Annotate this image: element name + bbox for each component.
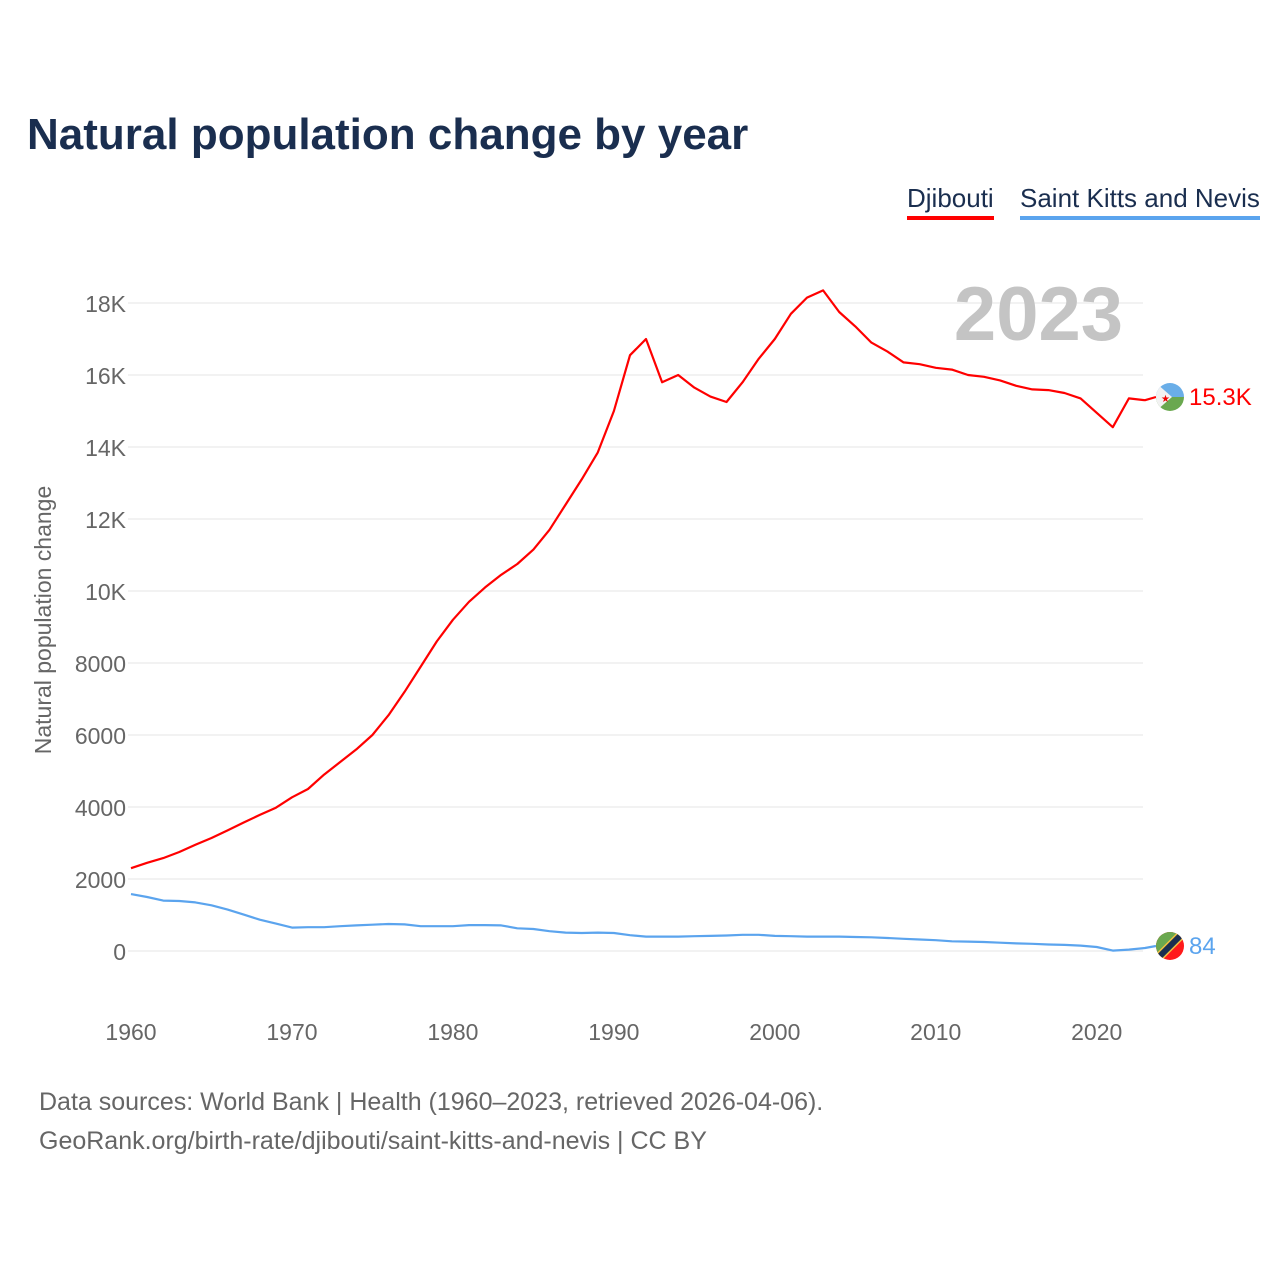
chart-title: Natural population change by year: [27, 110, 749, 159]
series-line-djibouti: [130, 289, 1157, 870]
x-tick-label: 2000: [749, 1019, 800, 1045]
y-tick-label: 14K: [85, 435, 127, 461]
saint-kitts-and-nevis-flag-icon: [1156, 932, 1184, 960]
x-tick-label: 2010: [910, 1019, 961, 1045]
y-tick-label: 6000: [75, 723, 126, 749]
y-tick-label: 2000: [75, 867, 126, 893]
legend-item-djibouti[interactable]: Djibouti: [907, 183, 994, 220]
source-line-2[interactable]: GeoRank.org/birth-rate/djibouti/saint-ki…: [39, 1127, 707, 1155]
saint-kitts-end-label: 84: [1189, 933, 1216, 960]
x-tick-label: 1980: [427, 1019, 478, 1045]
source-line-1: Data sources: World Bank | Health (1960–…: [39, 1088, 824, 1116]
y-tick-label: 8000: [75, 651, 126, 677]
y-tick-label: 10K: [85, 579, 127, 605]
x-tick-label: 1990: [588, 1019, 639, 1045]
y-tick-label: 0: [113, 939, 126, 965]
year-watermark: 2023: [954, 272, 1123, 357]
x-tick-label: 2020: [1071, 1019, 1122, 1045]
svg-text:★: ★: [1161, 394, 1170, 405]
x-tick-label: 1970: [266, 1019, 317, 1045]
y-axis-label: Natural population change: [30, 486, 56, 755]
djibouti-flag-icon: ★: [1156, 383, 1184, 411]
legend-item-saint-kitts-and-nevis[interactable]: Saint Kitts and Nevis: [1020, 183, 1260, 220]
y-tick-label: 16K: [85, 363, 127, 389]
series-line-saint-kitts-and-nevis: [130, 893, 1157, 952]
y-tick-label: 18K: [85, 291, 127, 317]
x-tick-label: 1960: [105, 1019, 156, 1045]
y-tick-label: 12K: [85, 507, 127, 533]
y-tick-label: 4000: [75, 795, 126, 821]
djibouti-end-label: 15.3K: [1189, 384, 1252, 411]
